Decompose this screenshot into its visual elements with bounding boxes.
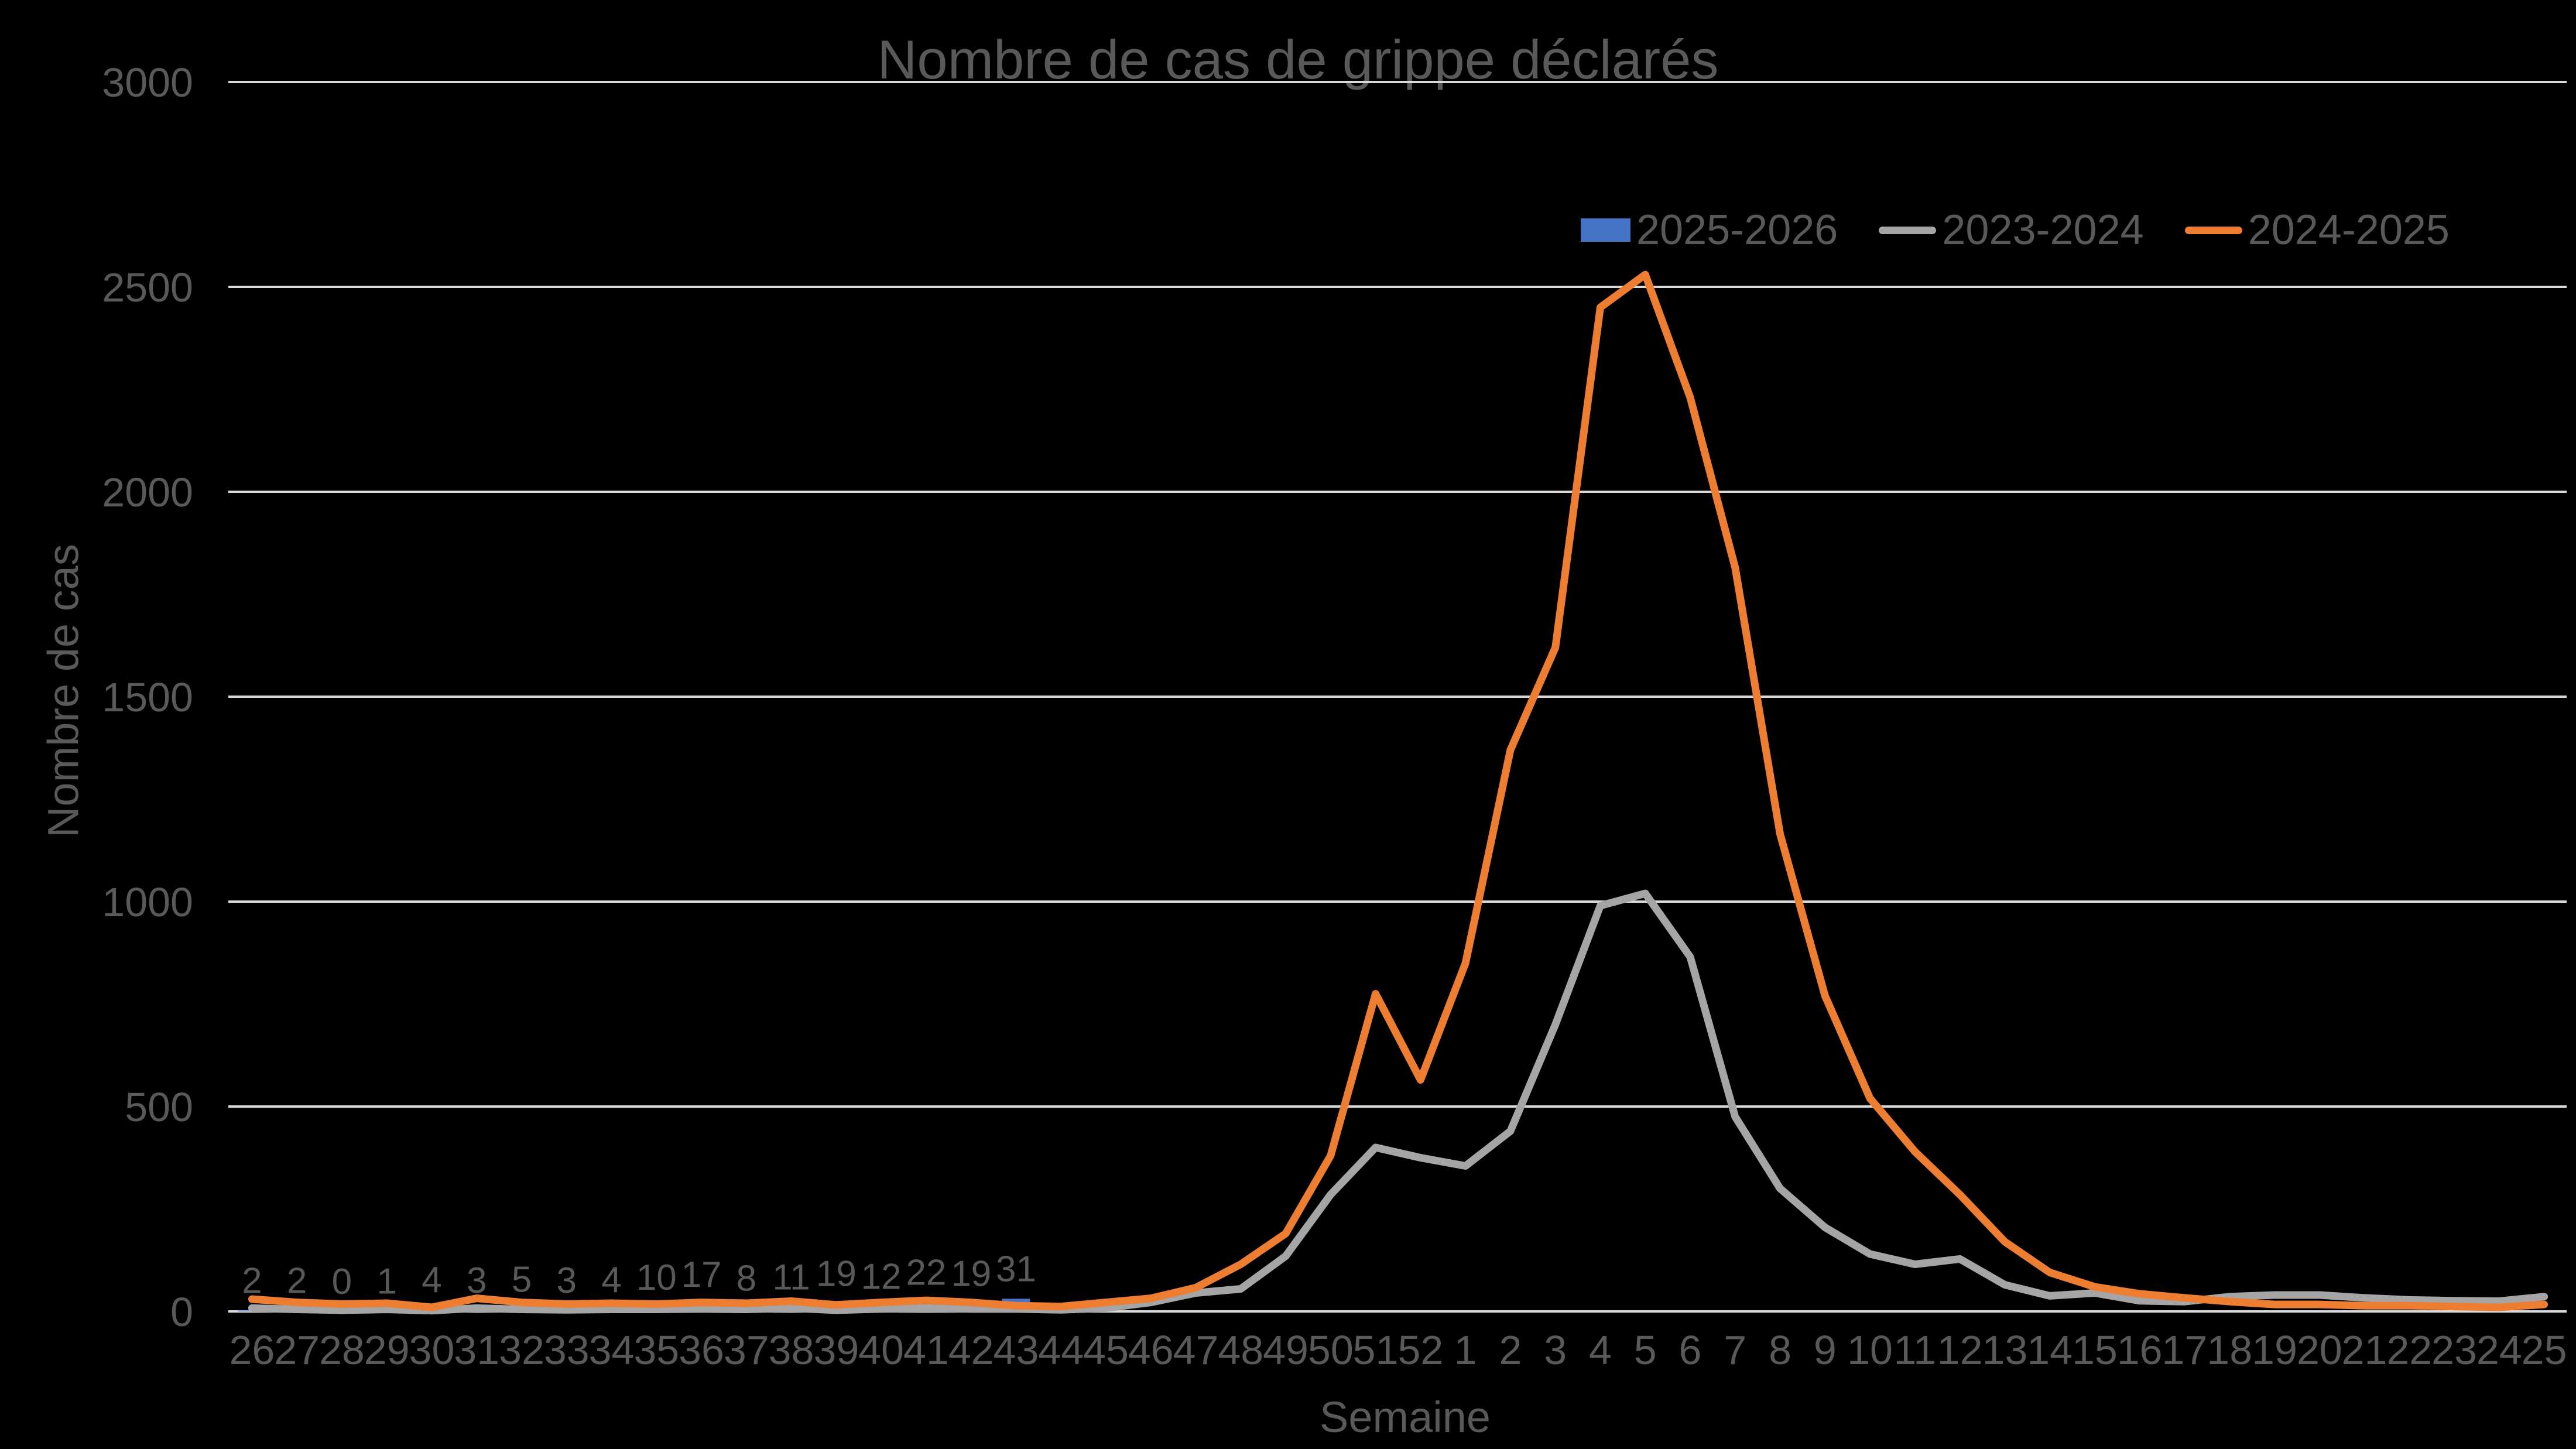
line-2023-2024: [248, 889, 2548, 1315]
x-tick-label: 34: [589, 1327, 635, 1373]
x-tick-label: 15: [2072, 1327, 2118, 1373]
y-tick-label: 0: [170, 1289, 193, 1335]
x-tick-label: 16: [2117, 1327, 2163, 1373]
x-tick-label: 4: [1589, 1327, 1612, 1373]
x-tick-label: 8: [1769, 1327, 1791, 1373]
bar-data-label: 2: [287, 1261, 307, 1301]
y-tick-label: 1500: [102, 674, 193, 720]
x-tick-label: 38: [769, 1327, 814, 1373]
y-tick-label: 2500: [102, 265, 193, 310]
x-tick-label: 31: [454, 1327, 499, 1373]
legend-item-2025-2026: 2025-2026: [1581, 206, 1838, 254]
x-tick-label: 17: [2162, 1327, 2208, 1373]
bar-data-label: 22: [906, 1253, 946, 1293]
x-axis-title: Semaine: [1319, 1393, 1491, 1441]
chart-title: Nombre de cas de grippe déclarés: [877, 29, 1719, 90]
bar-data-label: 5: [512, 1260, 532, 1300]
x-tick-label: 21: [2342, 1327, 2387, 1373]
x-tick-label: 51: [1353, 1327, 1399, 1373]
bar-data-label: 19: [816, 1254, 857, 1294]
x-tick-label: 37: [724, 1327, 769, 1373]
x-tick-label: 43: [994, 1327, 1039, 1373]
legend-swatch-bar-icon: [1581, 218, 1630, 242]
legend-label: 2023-2024: [1942, 207, 2144, 254]
legend-item-2023-2024: 2023-2024: [1879, 206, 2144, 254]
y-tick-label: 1000: [102, 879, 193, 925]
x-tick-label: 40: [858, 1327, 904, 1373]
x-tick-label: 5: [1634, 1327, 1657, 1373]
x-tick-label: 29: [364, 1327, 410, 1373]
x-tick-label: 11: [1894, 1327, 1937, 1373]
legend-swatch-line-icon: [2184, 226, 2242, 234]
x-tick-label: 49: [1263, 1327, 1308, 1373]
legend-label: 2025-2026: [1636, 207, 1838, 254]
x-tick-label: 12: [1937, 1327, 1983, 1373]
x-tick-label: 6: [1679, 1327, 1702, 1373]
legend-item-2024-2025: 2024-2025: [2184, 206, 2450, 254]
legend-label: 2024-2025: [2248, 207, 2450, 254]
x-tick-label: 25: [2522, 1327, 2567, 1373]
x-tick-label: 10: [1847, 1327, 1893, 1373]
x-tick-label: 7: [1724, 1327, 1746, 1373]
x-tick-label: 41: [903, 1327, 949, 1373]
bar-data-label: 3: [557, 1260, 577, 1301]
bar-data-label: 10: [636, 1258, 677, 1298]
x-tick-label: 20: [2297, 1327, 2342, 1373]
x-tick-label: 36: [679, 1327, 724, 1373]
y-tick-label: 3000: [102, 60, 193, 105]
x-tick-label: 28: [319, 1327, 365, 1373]
x-tick-label: 35: [633, 1327, 679, 1373]
x-tick-label: 52: [1397, 1327, 1443, 1373]
x-tick-label: 2: [1499, 1327, 1522, 1373]
x-tick-label: 44: [1038, 1327, 1084, 1373]
bar-data-label: 0: [332, 1262, 352, 1302]
x-tick-label: 3: [1544, 1327, 1567, 1373]
bar-data-label: 11: [772, 1257, 810, 1297]
x-tick-label: 26: [229, 1327, 275, 1373]
bar-data-label: 31: [996, 1249, 1036, 1289]
bar-data-label: 4: [601, 1260, 621, 1300]
x-tick-label: 39: [813, 1327, 859, 1373]
x-tick-label: 24: [2476, 1327, 2522, 1373]
x-tick-label: 27: [274, 1327, 320, 1373]
x-tick-label: 23: [2431, 1327, 2477, 1373]
y-tick-label: 500: [125, 1084, 193, 1130]
x-tick-label: 14: [2027, 1327, 2073, 1373]
bar-data-label: 1: [376, 1261, 396, 1301]
bar-data-label: 8: [737, 1258, 756, 1299]
x-tick-label: 42: [948, 1327, 994, 1373]
legend-swatch-line-icon: [1879, 226, 1937, 234]
x-tick-label: 48: [1218, 1327, 1263, 1373]
x-tick-label: 13: [1982, 1327, 2027, 1373]
x-tick-label: 50: [1308, 1327, 1354, 1373]
x-tick-label: 33: [544, 1327, 590, 1373]
line-2024-2025: [248, 270, 2548, 1311]
x-tick-label: 9: [1814, 1327, 1837, 1373]
x-tick-label: 19: [2252, 1327, 2297, 1373]
x-tick-label: 46: [1128, 1327, 1174, 1373]
bar-data-label: 4: [422, 1260, 441, 1300]
x-tick-label: 22: [2386, 1327, 2432, 1373]
bar-data-label: 12: [861, 1257, 902, 1297]
x-tick-label: 32: [499, 1327, 544, 1373]
bar-data-label: 17: [681, 1255, 722, 1295]
bar-data-label: 3: [467, 1260, 487, 1301]
x-tick-label: 45: [1083, 1327, 1129, 1373]
x-tick-label: 1: [1454, 1327, 1477, 1373]
y-tick-label: 2000: [102, 470, 193, 515]
legend: 2025-2026 2023-2024 2024-2025: [1581, 206, 2450, 254]
bar-data-label: 2: [242, 1261, 262, 1301]
x-tick-label: 18: [2207, 1327, 2252, 1373]
x-tick-label: 30: [409, 1327, 455, 1373]
bar-data-label: 19: [951, 1254, 991, 1294]
x-tick-label: 47: [1173, 1327, 1219, 1373]
